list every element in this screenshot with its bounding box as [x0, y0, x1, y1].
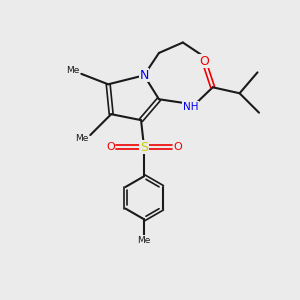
Text: Me: Me [66, 66, 79, 75]
Text: O: O [173, 142, 182, 152]
Text: NH: NH [183, 102, 198, 112]
Text: Me: Me [75, 134, 88, 142]
Text: N: N [139, 69, 149, 82]
Text: S: S [140, 140, 148, 154]
Text: O: O [106, 142, 115, 152]
Text: Me: Me [137, 236, 151, 245]
Text: O: O [199, 55, 209, 68]
